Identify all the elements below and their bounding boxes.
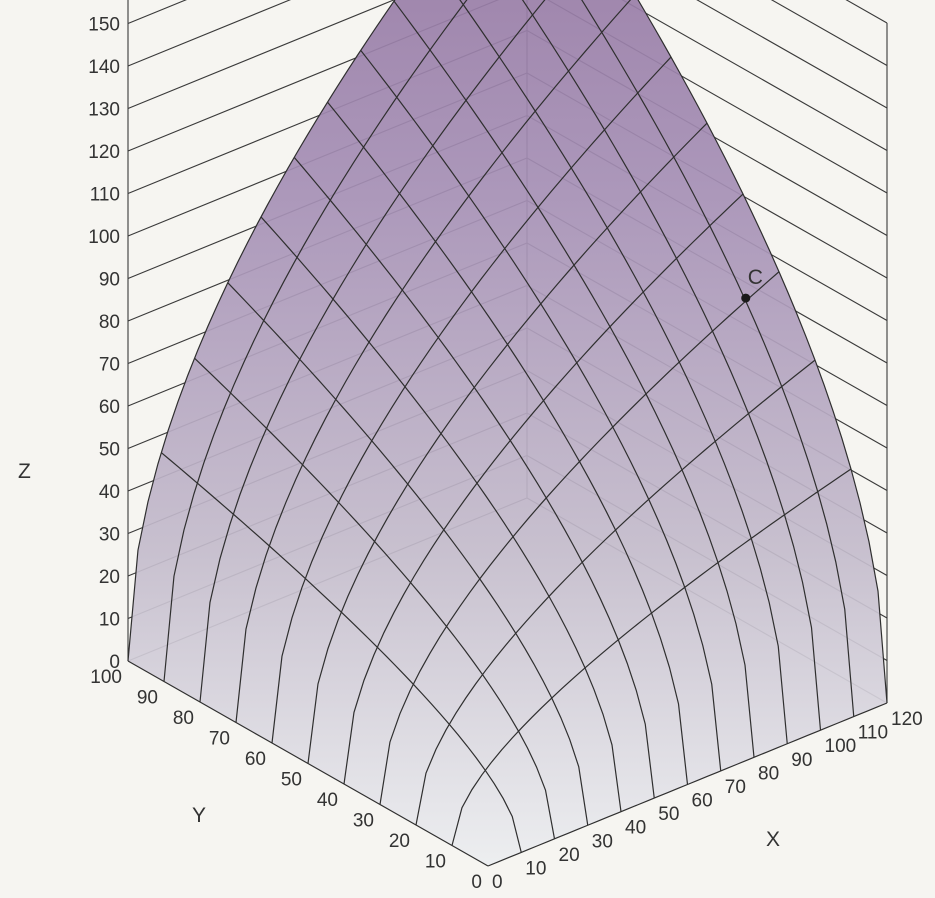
x-tick-label: 70 xyxy=(725,777,746,798)
x-tick-label: 60 xyxy=(692,791,713,812)
y-tick-label: 60 xyxy=(245,749,266,770)
mesh-line-y xyxy=(451,468,852,846)
surface-fill xyxy=(128,0,887,866)
annotation-label: C xyxy=(748,266,763,289)
z-tick-label: 40 xyxy=(99,482,120,503)
mesh-line-y xyxy=(343,193,744,785)
z-tick-label: 100 xyxy=(88,227,120,248)
x-tick-label: 90 xyxy=(791,750,812,771)
z-tick-label: 30 xyxy=(99,525,120,546)
z-tick-label: 10 xyxy=(99,610,120,631)
mesh-line-y xyxy=(163,0,468,682)
surface-mesh xyxy=(127,0,888,867)
y-tick-label: 40 xyxy=(317,790,338,811)
x-tick-label: 80 xyxy=(758,763,779,784)
mesh-line-y xyxy=(379,271,780,805)
y-tick-label: 0 xyxy=(471,872,482,893)
wall-gridline xyxy=(127,0,888,194)
z-tick-label: 130 xyxy=(88,100,120,121)
mesh-line-y xyxy=(415,359,816,826)
y-tick-label: 30 xyxy=(353,811,374,832)
x-tick-label: 40 xyxy=(625,818,646,839)
z-tick-label: 90 xyxy=(99,270,120,291)
x-tick-label: 110 xyxy=(858,723,888,744)
y-tick-label: 10 xyxy=(425,852,446,873)
y-tick-label: 20 xyxy=(389,831,410,852)
x-axis-label: X xyxy=(766,828,780,851)
mesh-line-y xyxy=(127,0,396,662)
x-tick-label: 0 xyxy=(492,872,503,893)
mesh-line-y xyxy=(235,0,632,723)
mesh-line-y xyxy=(307,122,708,764)
z-tick-label: 80 xyxy=(99,312,120,333)
z-tick-label: 110 xyxy=(90,185,120,206)
annotations: C xyxy=(741,266,763,303)
annotation-point xyxy=(741,293,751,303)
y-tick-label: 80 xyxy=(173,708,194,729)
wall-gridline xyxy=(127,0,888,109)
x-tick-label: 50 xyxy=(658,804,679,825)
z-axis-label: Z xyxy=(18,460,31,483)
z-tick-label: 20 xyxy=(99,567,120,588)
x-tick-label: 120 xyxy=(891,709,923,730)
x-tick-label: 10 xyxy=(525,858,546,879)
surface-area xyxy=(128,0,887,866)
mesh-line-y xyxy=(199,0,546,703)
z-tick-label: 120 xyxy=(88,142,120,163)
wall-gridline xyxy=(127,0,888,151)
z-tick-label: 0 xyxy=(109,652,120,673)
x-tick-label: 100 xyxy=(825,736,857,757)
y-tick-label: 50 xyxy=(281,770,302,791)
z-tick-label: 70 xyxy=(99,355,120,376)
mesh-line-y xyxy=(487,702,888,867)
z-tick-label: 50 xyxy=(99,440,120,461)
z-tick-label: 140 xyxy=(88,57,120,78)
mesh-line-y xyxy=(271,56,672,744)
y-tick-label: 100 xyxy=(90,667,122,688)
y-axis-label: Y xyxy=(192,804,206,827)
z-tick-label: 150 xyxy=(88,15,120,36)
y-tick-label: 90 xyxy=(137,688,158,709)
y-tick-label: 70 xyxy=(209,729,230,750)
tick-labels: 0102030405060708090100110120130140150160… xyxy=(88,15,923,894)
x-tick-label: 20 xyxy=(559,845,580,866)
z-tick-label: 60 xyxy=(99,397,120,418)
x-tick-label: 30 xyxy=(592,831,613,852)
